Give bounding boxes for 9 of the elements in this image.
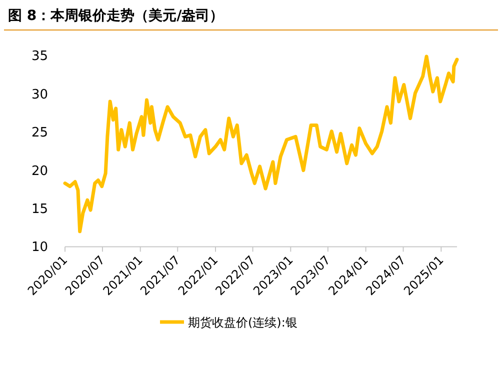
chart-title: 图 8：本周银价走势（美元/盎司） bbox=[8, 7, 224, 24]
y-tick-label: 20 bbox=[31, 164, 48, 179]
legend-label: 期货收盘价(连续):银 bbox=[188, 316, 298, 330]
line-series bbox=[63, 54, 459, 234]
y-tick-label: 35 bbox=[31, 49, 48, 64]
y-tick-label: 30 bbox=[31, 87, 48, 102]
y-tick-label: 10 bbox=[31, 240, 48, 256]
y-tick-label: 25 bbox=[31, 126, 48, 141]
y-tick-label: 15 bbox=[31, 202, 48, 217]
